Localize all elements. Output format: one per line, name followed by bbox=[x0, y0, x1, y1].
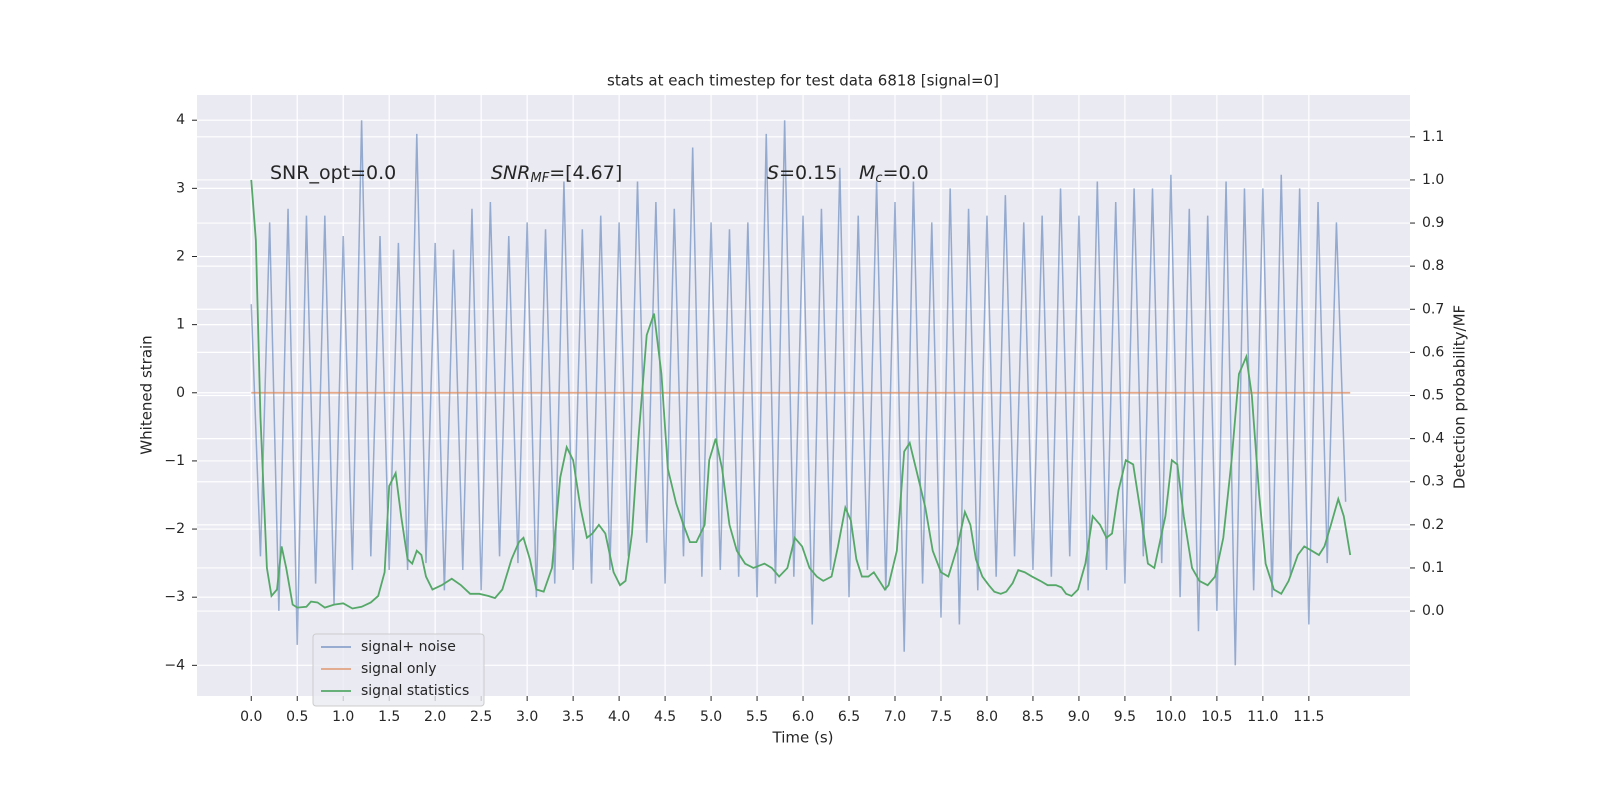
series-line bbox=[250, 120, 1347, 666]
x-tick-label: 2.0 bbox=[424, 709, 446, 725]
x-tick-label: 10.0 bbox=[1155, 709, 1186, 725]
x-tick-label: 4.5 bbox=[654, 709, 676, 725]
x-tick-label: 8.5 bbox=[1022, 709, 1044, 725]
series-line bbox=[250, 179, 1352, 610]
y-tick-label: 2 bbox=[176, 248, 185, 264]
annotation-text: =[4.67] bbox=[549, 162, 622, 184]
x-tick-label: 6.0 bbox=[792, 709, 814, 725]
y-tick-label: −3 bbox=[164, 589, 185, 605]
legend-box bbox=[312, 633, 485, 707]
x-tick-label: 5.5 bbox=[746, 709, 768, 725]
annotation-text: =0.0 bbox=[883, 162, 929, 184]
y2-tick-label: 0.2 bbox=[1422, 517, 1444, 533]
y-tick-label: 3 bbox=[176, 180, 185, 196]
y2-tick-label: 0.6 bbox=[1422, 344, 1444, 360]
annotation: S=0.15 bbox=[767, 162, 837, 184]
x-tick-label: 3.5 bbox=[562, 709, 584, 725]
legend-label: signal+ noise bbox=[361, 639, 456, 655]
annotation: SNR_opt=0.0 bbox=[270, 162, 396, 184]
legend-label: signal only bbox=[361, 661, 436, 677]
y2-tick-label: 0.0 bbox=[1422, 603, 1444, 619]
y2-tick-label: 0.7 bbox=[1422, 301, 1444, 317]
x-tick-label: 11.0 bbox=[1247, 709, 1278, 725]
y-tick-label: −2 bbox=[164, 521, 185, 537]
annotation-text: SNR_opt=0.0 bbox=[270, 162, 396, 184]
x-tick-label: 11.5 bbox=[1293, 709, 1324, 725]
annotation-symbol: SNR bbox=[491, 162, 530, 184]
y2-tick-label: 0.1 bbox=[1422, 560, 1444, 576]
annotation: Mc=0.0 bbox=[859, 162, 929, 186]
x-tick-label: 10.5 bbox=[1201, 709, 1232, 725]
annotation-text: =0.15 bbox=[779, 162, 837, 184]
x-tick-label: 0.0 bbox=[240, 709, 262, 725]
annotation-subscript: c bbox=[875, 171, 882, 186]
x-tick-label: 9.5 bbox=[1114, 709, 1136, 725]
y-tick-label: −1 bbox=[164, 453, 185, 469]
x-tick-label: 8.0 bbox=[976, 709, 998, 725]
x-tick-label: 5.0 bbox=[700, 709, 722, 725]
y-tick-label: −4 bbox=[164, 657, 185, 673]
chart-title: stats at each timestep for test data 681… bbox=[607, 72, 999, 90]
labels: −4 −3 −2 −1 0 1 2 3 4 0.0 0.1 0.2 0.3 0.4 0.5 0.6 0.7 0.8… bbox=[164, 112, 1444, 725]
annotation-subscript: MF bbox=[530, 171, 549, 186]
y-tick-label: 1 bbox=[176, 317, 185, 333]
x-tick-label: 6.5 bbox=[838, 709, 860, 725]
y2-tick-label: 1.0 bbox=[1422, 172, 1444, 188]
y2-axis-label: Detection probability/MF bbox=[1451, 305, 1469, 489]
x-tick-label: 7.0 bbox=[884, 709, 906, 725]
legend-label: signal statistics bbox=[361, 683, 469, 699]
y-tick-label: 4 bbox=[176, 112, 185, 128]
annotation: SNRMF=[4.67] bbox=[491, 162, 622, 186]
x-tick-label: 0.5 bbox=[286, 709, 308, 725]
y2-tick-label: 0.8 bbox=[1422, 258, 1444, 274]
marks bbox=[250, 120, 1352, 666]
y2-tick-label: 0.3 bbox=[1422, 474, 1444, 490]
x-tick-label: 1.5 bbox=[378, 709, 400, 725]
x-axis-label: Time (s) bbox=[772, 729, 834, 747]
y-tick-label: 0 bbox=[176, 385, 185, 401]
annotation-symbol: S bbox=[767, 162, 779, 184]
x-tick-label: 4.0 bbox=[608, 709, 630, 725]
x-tick-label: 3.0 bbox=[516, 709, 538, 725]
annotation-symbol: M bbox=[859, 162, 875, 184]
y-axis-label: Whitened strain bbox=[138, 335, 156, 454]
y2-tick-label: 0.9 bbox=[1422, 215, 1444, 231]
x-tick-label: 9.0 bbox=[1068, 709, 1090, 725]
y2-tick-label: 1.1 bbox=[1422, 129, 1444, 145]
x-tick-label: 7.5 bbox=[930, 709, 952, 725]
x-tick-label: 1.0 bbox=[332, 709, 354, 725]
y2-tick-label: 0.5 bbox=[1422, 388, 1444, 404]
y2-tick-label: 0.4 bbox=[1422, 431, 1444, 447]
x-tick-label: 2.5 bbox=[470, 709, 492, 725]
